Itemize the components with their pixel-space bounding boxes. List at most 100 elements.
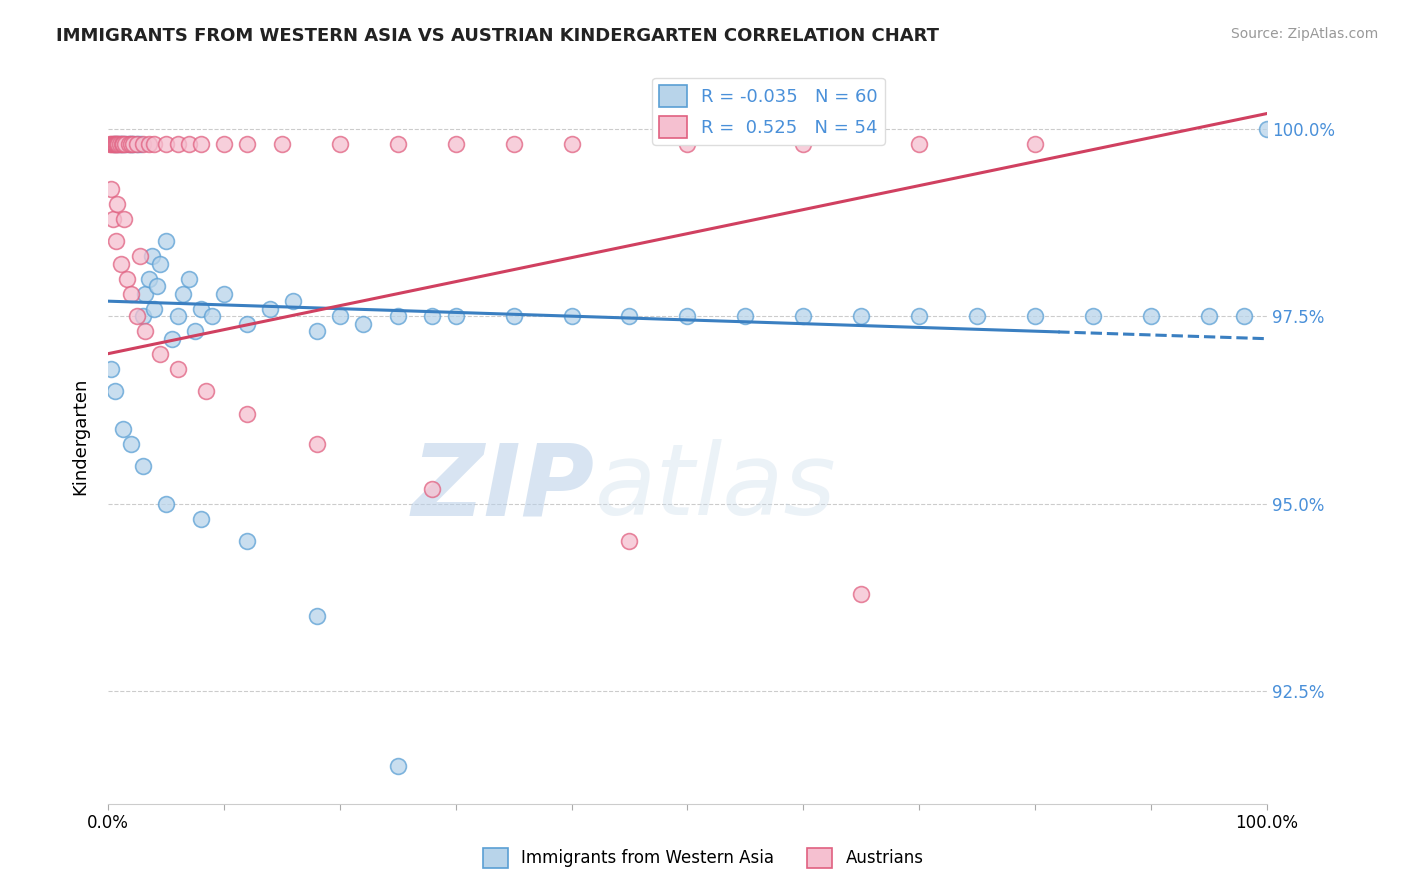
Point xyxy=(114,136,136,151)
Point xyxy=(190,301,212,316)
Point xyxy=(502,309,524,323)
Point xyxy=(1081,309,1104,323)
Point xyxy=(329,136,352,151)
Point xyxy=(166,361,188,376)
Point xyxy=(120,136,142,151)
Point xyxy=(305,436,328,450)
Point xyxy=(676,309,699,323)
Point xyxy=(1024,136,1046,151)
Legend: Immigrants from Western Asia, Austrians: Immigrants from Western Asia, Austrians xyxy=(475,841,931,875)
Point xyxy=(619,534,641,549)
Point xyxy=(122,136,145,151)
Point xyxy=(444,136,467,151)
Point xyxy=(387,759,409,773)
Point xyxy=(166,136,188,151)
Point xyxy=(129,249,152,263)
Point xyxy=(108,136,131,151)
Point xyxy=(125,136,148,151)
Point xyxy=(108,136,131,151)
Point xyxy=(122,136,145,151)
Point xyxy=(105,136,128,151)
Point xyxy=(155,497,177,511)
Point xyxy=(112,422,135,436)
Point xyxy=(561,309,583,323)
Point xyxy=(792,136,814,151)
Point xyxy=(134,324,156,338)
Point xyxy=(149,347,172,361)
Point xyxy=(103,136,125,151)
Point xyxy=(387,136,409,151)
Point xyxy=(111,136,134,151)
Point xyxy=(132,459,155,474)
Point xyxy=(100,361,122,376)
Point xyxy=(114,136,136,151)
Point xyxy=(201,309,224,323)
Point xyxy=(141,249,163,263)
Point xyxy=(236,317,259,331)
Point xyxy=(734,309,756,323)
Text: atlas: atlas xyxy=(595,439,837,536)
Point xyxy=(329,309,352,323)
Point xyxy=(100,136,122,151)
Point xyxy=(908,309,931,323)
Point xyxy=(1140,309,1163,323)
Point xyxy=(502,136,524,151)
Point xyxy=(908,136,931,151)
Point xyxy=(236,534,259,549)
Point xyxy=(212,286,235,301)
Point xyxy=(444,309,467,323)
Point xyxy=(179,136,201,151)
Point xyxy=(619,309,641,323)
Legend: R = -0.035   N = 60, R =  0.525   N = 54: R = -0.035 N = 60, R = 0.525 N = 54 xyxy=(652,78,884,145)
Point xyxy=(851,309,873,323)
Point xyxy=(155,136,177,151)
Point xyxy=(143,301,166,316)
Point xyxy=(352,317,374,331)
Point xyxy=(966,309,988,323)
Point xyxy=(112,211,135,226)
Point xyxy=(305,609,328,624)
Point xyxy=(155,234,177,248)
Y-axis label: Kindergarten: Kindergarten xyxy=(72,377,89,495)
Point xyxy=(851,587,873,601)
Point xyxy=(792,309,814,323)
Point xyxy=(105,136,128,151)
Point xyxy=(270,136,292,151)
Point xyxy=(160,332,183,346)
Point xyxy=(110,257,132,271)
Point xyxy=(132,136,155,151)
Point xyxy=(120,136,142,151)
Point xyxy=(138,271,160,285)
Point xyxy=(98,136,121,151)
Point xyxy=(1256,121,1278,136)
Point xyxy=(561,136,583,151)
Point xyxy=(118,136,141,151)
Point xyxy=(305,324,328,338)
Point xyxy=(120,436,142,450)
Point xyxy=(107,136,129,151)
Point xyxy=(115,271,138,285)
Point xyxy=(190,512,212,526)
Text: IMMIGRANTS FROM WESTERN ASIA VS AUSTRIAN KINDERGARTEN CORRELATION CHART: IMMIGRANTS FROM WESTERN ASIA VS AUSTRIAN… xyxy=(56,27,939,45)
Point xyxy=(387,309,409,323)
Point xyxy=(179,271,201,285)
Point xyxy=(195,384,218,399)
Point xyxy=(103,136,125,151)
Point xyxy=(129,136,152,151)
Point xyxy=(149,257,172,271)
Point xyxy=(104,136,127,151)
Point xyxy=(172,286,194,301)
Point xyxy=(125,309,148,323)
Point xyxy=(190,136,212,151)
Point xyxy=(676,136,699,151)
Point xyxy=(283,294,305,309)
Point xyxy=(1233,309,1256,323)
Point xyxy=(118,136,141,151)
Point xyxy=(112,136,135,151)
Point xyxy=(1024,309,1046,323)
Point xyxy=(104,384,127,399)
Point xyxy=(1198,309,1220,323)
Point xyxy=(422,309,444,323)
Point xyxy=(422,482,444,496)
Point xyxy=(212,136,235,151)
